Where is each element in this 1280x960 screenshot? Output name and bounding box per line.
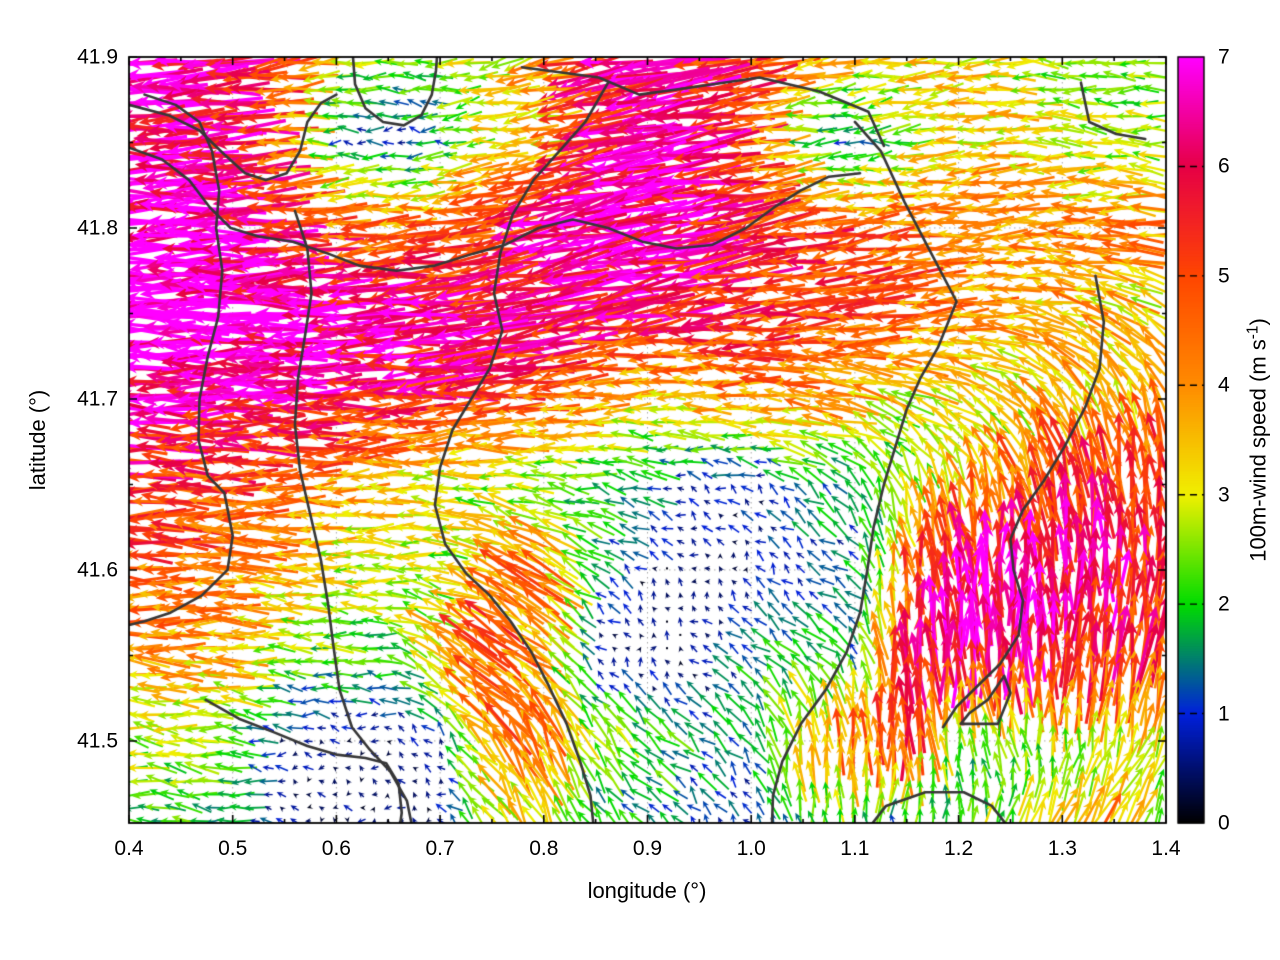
y-tick-label: 41.5 bbox=[77, 729, 118, 753]
colorbar-label-text: 100m-wind speed (m s bbox=[1245, 339, 1271, 562]
colorbar-label: 100m-wind speed (m s-1) bbox=[1244, 318, 1271, 562]
colorbar-label-close: ) bbox=[1245, 318, 1271, 326]
x-tick-label: 1.2 bbox=[943, 837, 974, 860]
colorbar-tick-label: 6 bbox=[1218, 154, 1230, 178]
x-tick-label: 1.0 bbox=[736, 837, 766, 860]
colorbar-tick-label: 3 bbox=[1218, 483, 1230, 507]
x-tick-label: 0.8 bbox=[529, 837, 559, 860]
x-tick-label: 0.6 bbox=[321, 837, 351, 860]
x-tick-label: 0.9 bbox=[632, 837, 663, 860]
x-tick-label: 1.3 bbox=[1047, 837, 1077, 860]
y-tick-label: 41.8 bbox=[77, 216, 118, 240]
x-tick-label: 0.7 bbox=[425, 837, 455, 860]
colorbar-tick-label: 7 bbox=[1218, 45, 1230, 69]
y-tick-label: 41.7 bbox=[77, 387, 118, 411]
colorbar-label-superscript: -1 bbox=[1244, 325, 1262, 340]
y-tick-label: 41.6 bbox=[77, 558, 118, 582]
colorbar-tick-label: 2 bbox=[1218, 592, 1230, 616]
colorbar-tick-label: 5 bbox=[1218, 264, 1230, 288]
colorbar-tick-label: 0 bbox=[1218, 811, 1230, 835]
colorbar-tick-label: 4 bbox=[1218, 373, 1230, 397]
y-tick-label: 41.9 bbox=[77, 45, 118, 69]
x-tick-label: 1.4 bbox=[1151, 837, 1181, 860]
x-tick-label: 1.1 bbox=[840, 837, 870, 860]
colorbar-tick-label: 1 bbox=[1218, 702, 1230, 726]
x-tick-label: 0.4 bbox=[114, 837, 144, 860]
x-tick-label: 0.5 bbox=[218, 837, 248, 860]
y-axis-label: latitude (°) bbox=[25, 389, 50, 491]
x-axis-label: longitude (°) bbox=[587, 878, 707, 903]
